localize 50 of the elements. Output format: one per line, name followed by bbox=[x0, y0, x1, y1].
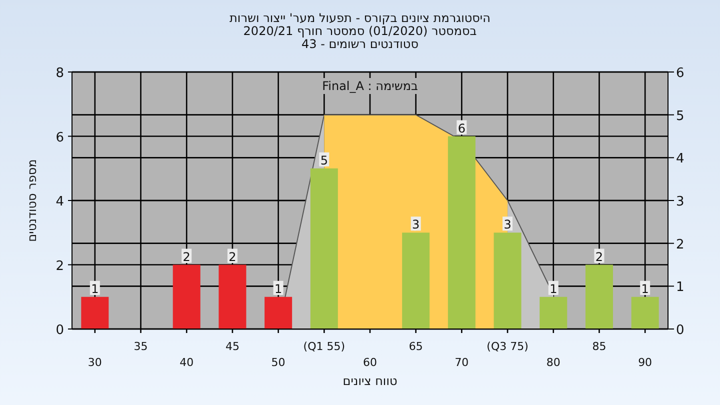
data-label: 3 bbox=[412, 218, 420, 232]
bar bbox=[585, 264, 613, 329]
x-tick-label: 80 bbox=[546, 356, 560, 369]
data-label: 6 bbox=[458, 121, 466, 136]
x-tick-label: 50 bbox=[271, 356, 286, 369]
bar bbox=[81, 296, 109, 329]
data-label: 3 bbox=[504, 218, 512, 232]
series-label: Final_A : במשימה bbox=[322, 79, 418, 93]
x-tick-label: 60 bbox=[363, 356, 377, 369]
bar bbox=[540, 296, 568, 329]
bar bbox=[631, 296, 659, 329]
y-tick-label: 2 bbox=[56, 258, 64, 274]
bar bbox=[402, 232, 430, 329]
x-tick-label: 70 bbox=[454, 356, 469, 369]
chart-title: היסטוגרמת ציונים בקורס - תפעול מער' ייצור ושרות bbox=[230, 11, 490, 25]
y2-tick-label: 1 bbox=[676, 280, 684, 296]
data-label: 1 bbox=[641, 282, 649, 296]
bar bbox=[448, 136, 476, 329]
data-label: 5 bbox=[320, 153, 328, 168]
y-tick-label: 4 bbox=[56, 194, 64, 210]
data-label: 1 bbox=[274, 282, 282, 296]
bar bbox=[218, 264, 246, 329]
y2-tick-label: 6 bbox=[676, 66, 684, 81]
data-label: 1 bbox=[91, 282, 99, 296]
y-tick-label: 8 bbox=[56, 66, 64, 81]
x-tick-label: 45 bbox=[225, 340, 240, 353]
x-tick-label: (Q1 55) bbox=[303, 340, 346, 353]
data-label: 2 bbox=[228, 250, 236, 264]
bar bbox=[264, 296, 292, 329]
y2-tick-label: 5 bbox=[676, 108, 684, 124]
x-tick-label: 30 bbox=[88, 356, 102, 369]
x-tick-label: 35 bbox=[134, 340, 148, 353]
x-tick-label: 40 bbox=[180, 356, 194, 369]
data-label: 1 bbox=[550, 282, 558, 296]
y-axis-title: מספר סטודנטים bbox=[25, 159, 39, 242]
y2-tick-label: 4 bbox=[676, 152, 684, 167]
x-tick-label: 90 bbox=[638, 356, 652, 369]
y2-tick-label: 0 bbox=[676, 323, 684, 338]
x-tick-label: (Q3 75) bbox=[486, 340, 528, 353]
x-tick-label: 85 bbox=[592, 340, 606, 353]
y2-tick-label: 3 bbox=[676, 194, 684, 210]
x-axis-title: טווח ציונים bbox=[342, 374, 398, 388]
bar bbox=[172, 264, 200, 329]
data-label: 2 bbox=[182, 250, 190, 264]
y-tick-label: 0 bbox=[56, 323, 64, 338]
x-tick-label: 65 bbox=[408, 340, 423, 353]
data-label: 2 bbox=[595, 250, 604, 264]
y2-tick-label: 2 bbox=[676, 237, 684, 252]
chart-subtitle: בסמסטר (01/2020) סמסטר חורף 2020/21 סטודנטים רשומים - 43 bbox=[243, 24, 477, 51]
y-tick-label: 6 bbox=[56, 130, 64, 146]
